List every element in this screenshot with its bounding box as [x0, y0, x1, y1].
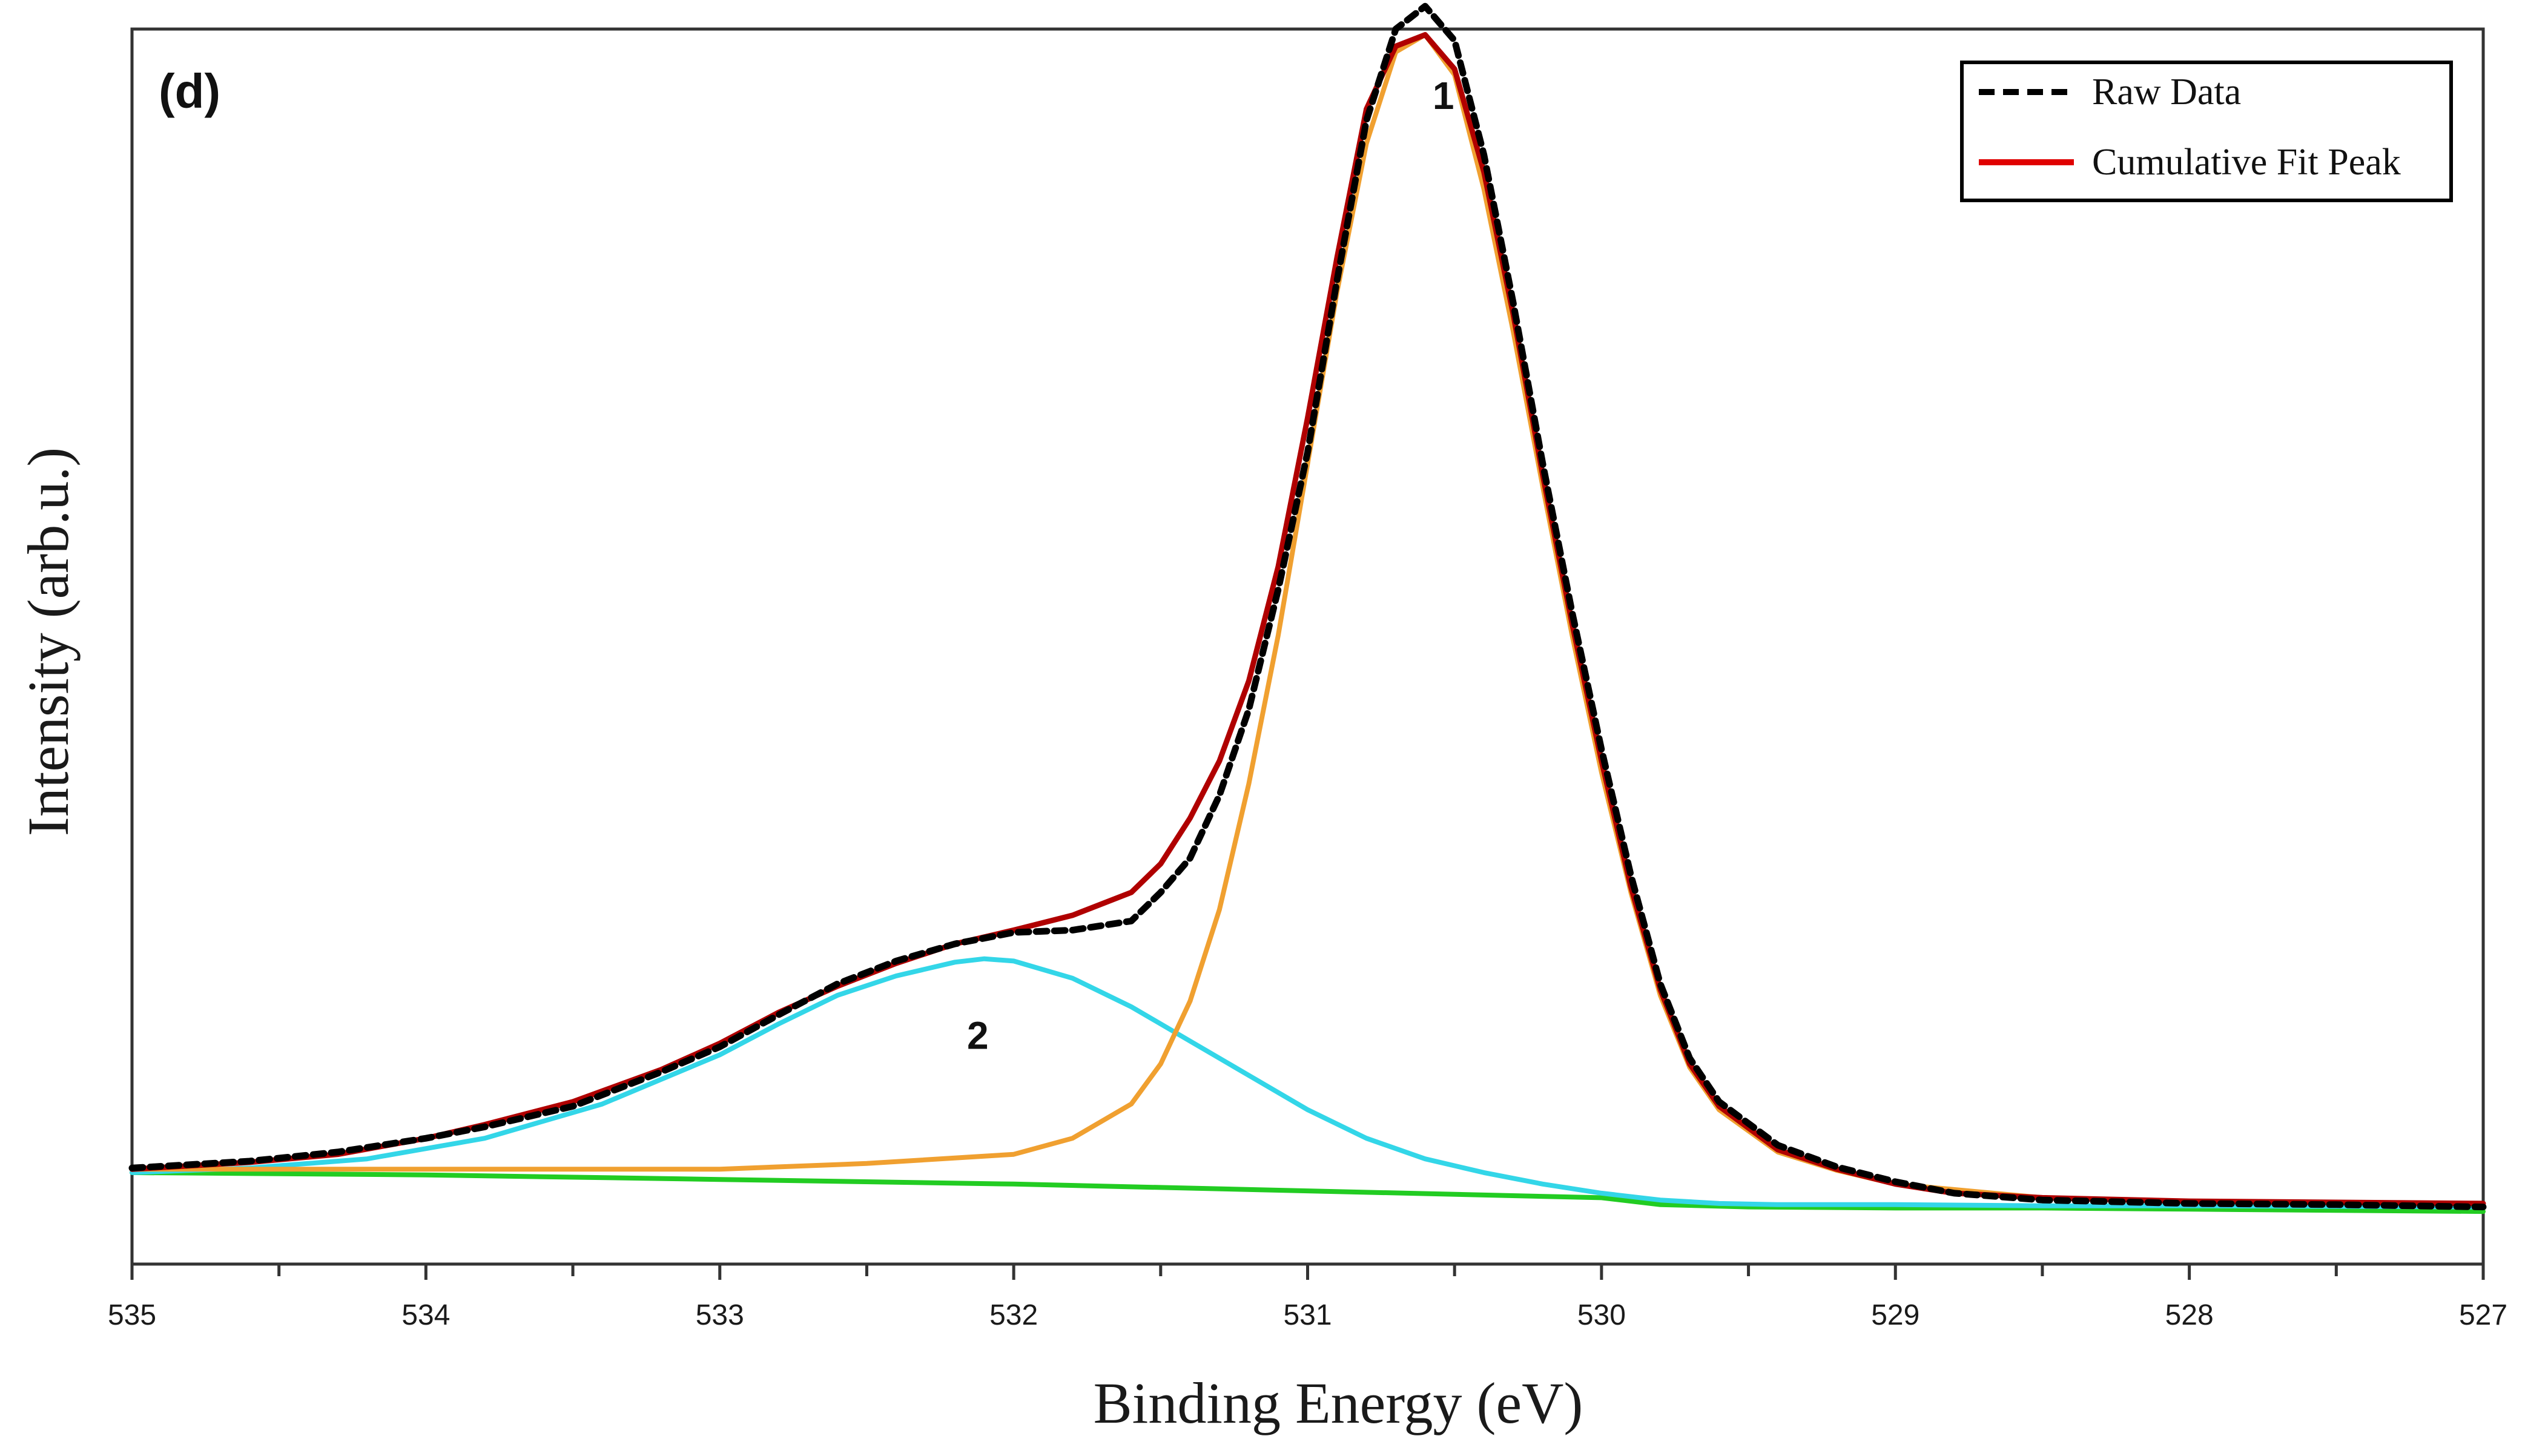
x-tick-label: 535 — [108, 1299, 156, 1331]
x-tick-label: 529 — [1871, 1299, 1919, 1331]
y-axis-title: Intensity (arb.u.) — [16, 447, 81, 836]
series-line-peak-2 — [130, 956, 2486, 1210]
series-line-raw-data — [128, 2, 2487, 1211]
peak-label-1: 1 — [1433, 74, 1454, 117]
x-tick-label: 533 — [696, 1299, 744, 1331]
legend-label-raw-data: Raw Data — [2092, 71, 2241, 113]
legend-box — [1960, 61, 2453, 202]
legend-label-cumulative-fit-peak: Cumulative Fit Peak — [2092, 142, 2401, 183]
x-axis-tick-labels: 535 534 533 532 531 530 529 528 527 — [108, 1299, 2507, 1331]
peak-label-2: 2 — [967, 1013, 989, 1057]
series-layer — [128, 2, 2487, 1214]
x-tick-label: 534 — [401, 1299, 450, 1331]
x-tick-label: 528 — [2165, 1299, 2214, 1331]
x-tick-label: 531 — [1283, 1299, 1332, 1331]
x-tick-label: 527 — [2459, 1299, 2507, 1331]
panel-label: (d) — [159, 64, 220, 118]
x-axis-title: Binding Energy (eV) — [1094, 1371, 1583, 1435]
legend: Raw Data Cumulative Fit Peak — [1960, 61, 2453, 202]
x-tick-label: 530 — [1577, 1299, 1626, 1331]
x-tick-label: 532 — [989, 1299, 1038, 1331]
series-line-background — [130, 1170, 2486, 1214]
x-axis-ticks — [130, 1264, 2485, 1280]
